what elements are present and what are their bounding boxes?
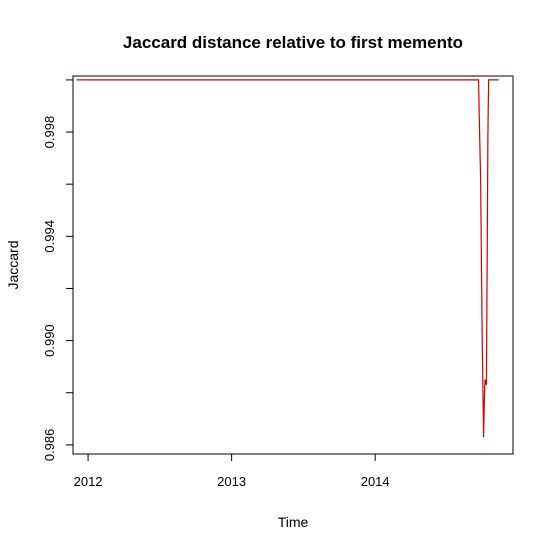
series-line-0 bbox=[76, 79, 499, 438]
plot-frame bbox=[72, 75, 514, 455]
y-tick-label-2: 0.990 bbox=[42, 324, 57, 357]
y-axis-label: Jaccard bbox=[5, 240, 21, 289]
y-tick-label-6: 0.998 bbox=[42, 116, 57, 149]
chart-title: Jaccard distance relative to first memen… bbox=[123, 33, 463, 52]
x-axis: 2012 2013 2014 bbox=[74, 454, 390, 489]
series-group bbox=[76, 79, 499, 438]
x-axis-label: Time bbox=[278, 514, 309, 530]
y-tick-label-4: 0.994 bbox=[42, 220, 57, 253]
x-tick-label-1: 2013 bbox=[217, 474, 246, 489]
x-tick-label-0: 2012 bbox=[74, 474, 103, 489]
y-tick-label-0: 0.986 bbox=[42, 429, 57, 462]
x-tick-label-2: 2014 bbox=[361, 474, 390, 489]
y-axis: 0.986 0.990 0.994 0.998 bbox=[42, 79, 73, 462]
